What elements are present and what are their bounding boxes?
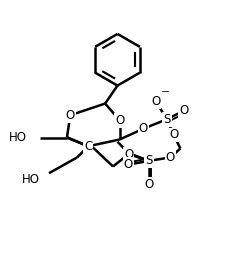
Text: C: C: [84, 140, 92, 153]
Text: O: O: [144, 178, 153, 191]
Text: O: O: [150, 95, 160, 108]
Text: O: O: [168, 129, 178, 141]
Text: O: O: [65, 109, 75, 122]
Text: O: O: [123, 158, 132, 171]
Text: O: O: [115, 114, 124, 127]
Text: −: −: [161, 87, 169, 97]
Text: O: O: [178, 104, 188, 117]
Text: O: O: [124, 148, 133, 161]
Text: HO: HO: [22, 173, 40, 186]
Text: S: S: [145, 154, 152, 167]
Text: HO: HO: [9, 131, 26, 144]
Text: O: O: [138, 122, 147, 135]
Text: S: S: [162, 113, 170, 126]
Text: O: O: [165, 151, 174, 164]
